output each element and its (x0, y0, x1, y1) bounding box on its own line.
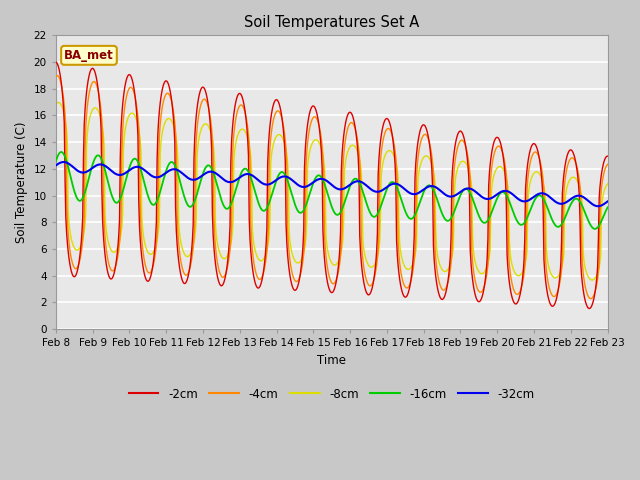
-16cm (175, 176, 183, 182)
-2cm (415, 134, 422, 140)
-2cm (52, 59, 60, 65)
-32cm (205, 169, 212, 175)
Legend: -2cm, -4cm, -8cm, -16cm, -32cm: -2cm, -4cm, -8cm, -16cm, -32cm (124, 383, 540, 405)
-32cm (175, 168, 183, 174)
-4cm (120, 117, 127, 122)
-32cm (63, 160, 70, 166)
-8cm (52, 102, 60, 108)
-8cm (54, 99, 62, 105)
-8cm (175, 229, 183, 235)
-16cm (58, 149, 65, 155)
-4cm (604, 161, 611, 167)
-16cm (52, 158, 60, 164)
-32cm (594, 204, 602, 209)
-16cm (120, 186, 127, 192)
-2cm (204, 99, 212, 105)
Text: BA_met: BA_met (64, 49, 114, 62)
-4cm (399, 280, 407, 286)
-32cm (416, 190, 424, 195)
-4cm (587, 296, 595, 301)
-8cm (205, 124, 212, 130)
-32cm (52, 163, 60, 168)
-8cm (399, 261, 407, 266)
-4cm (54, 73, 61, 79)
-2cm (586, 306, 593, 312)
-2cm (399, 291, 406, 297)
Line: -16cm: -16cm (56, 152, 607, 229)
-32cm (60, 159, 67, 165)
-8cm (63, 127, 70, 133)
-8cm (588, 277, 596, 283)
-2cm (604, 153, 611, 159)
Title: Soil Temperatures Set A: Soil Temperatures Set A (244, 15, 419, 30)
-32cm (399, 185, 407, 191)
-16cm (63, 158, 70, 164)
-2cm (119, 102, 127, 108)
Y-axis label: Soil Temperature (C): Soil Temperature (C) (15, 121, 28, 243)
-2cm (175, 258, 182, 264)
-16cm (205, 162, 212, 168)
X-axis label: Time: Time (317, 354, 346, 367)
Line: -8cm: -8cm (56, 102, 607, 280)
-8cm (120, 147, 127, 153)
-4cm (416, 144, 424, 150)
-16cm (399, 204, 407, 209)
-16cm (604, 204, 611, 210)
-4cm (175, 248, 183, 253)
Line: -32cm: -32cm (56, 162, 607, 206)
-32cm (604, 199, 611, 204)
Line: -4cm: -4cm (56, 76, 607, 299)
-4cm (205, 105, 212, 111)
-2cm (62, 215, 70, 220)
-32cm (120, 171, 127, 177)
Line: -2cm: -2cm (56, 62, 607, 309)
-8cm (604, 181, 611, 187)
-16cm (591, 226, 598, 232)
-8cm (416, 166, 424, 171)
-16cm (416, 200, 424, 206)
-4cm (63, 190, 70, 196)
-4cm (52, 73, 60, 79)
